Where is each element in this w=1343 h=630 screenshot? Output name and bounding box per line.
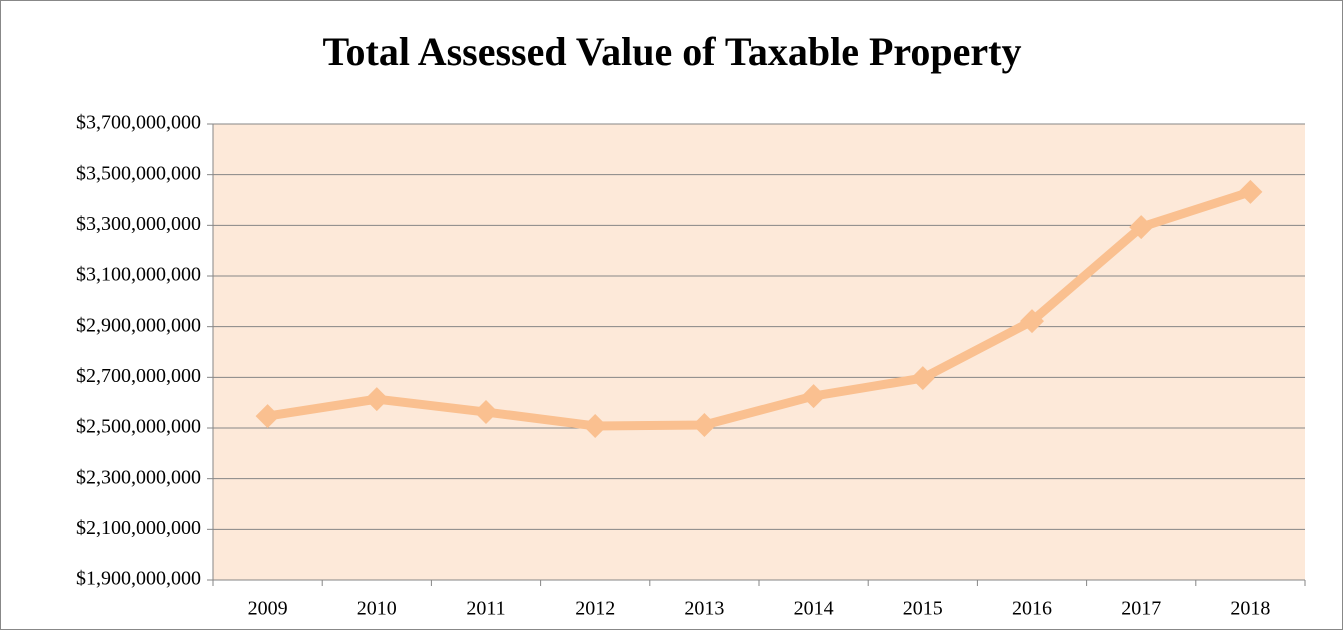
marker [364, 387, 389, 412]
chart-title: Total Assessed Value of Taxable Property [322, 29, 1021, 74]
marker [583, 413, 608, 438]
x-tick-label: 2016 [1012, 598, 1052, 620]
x-tick-label: 2012 [575, 598, 615, 620]
x-tick-label: 2015 [903, 598, 943, 620]
x-tick-label: 2009 [248, 598, 288, 620]
x-tick-label: 2014 [794, 598, 834, 620]
y-tick-label: $3,700,000,000 [76, 112, 201, 134]
y-tick-label: $2,700,000,000 [76, 365, 201, 387]
marker [255, 404, 280, 429]
y-tick-label: $2,300,000,000 [76, 466, 201, 488]
x-tick-label: 2013 [684, 598, 724, 620]
y-tick-label: $3,300,000,000 [76, 213, 201, 235]
x-tick-label: 2011 [466, 598, 505, 620]
series-line [266, 187, 1252, 431]
marker [1020, 309, 1044, 334]
x-tick-label: 2010 [357, 598, 397, 620]
y-tick-label: $3,100,000,000 [76, 264, 201, 286]
y-tick-label: $2,900,000,000 [76, 314, 201, 336]
plot-area [213, 124, 1305, 580]
y-tick-label: $1,900,000,000 [76, 568, 201, 590]
marker [910, 366, 935, 391]
marker [692, 412, 717, 437]
marker [801, 384, 826, 409]
marker [474, 400, 498, 425]
y-tick-label: $2,100,000,000 [76, 517, 201, 539]
x-tick-label: 2018 [1230, 598, 1270, 620]
marker [1129, 215, 1154, 240]
x-tick-label: 2017 [1121, 598, 1161, 620]
marker [1238, 179, 1263, 204]
y-tick-label: $3,500,000,000 [76, 162, 201, 184]
y-tick-label: $2,500,000,000 [76, 416, 201, 438]
